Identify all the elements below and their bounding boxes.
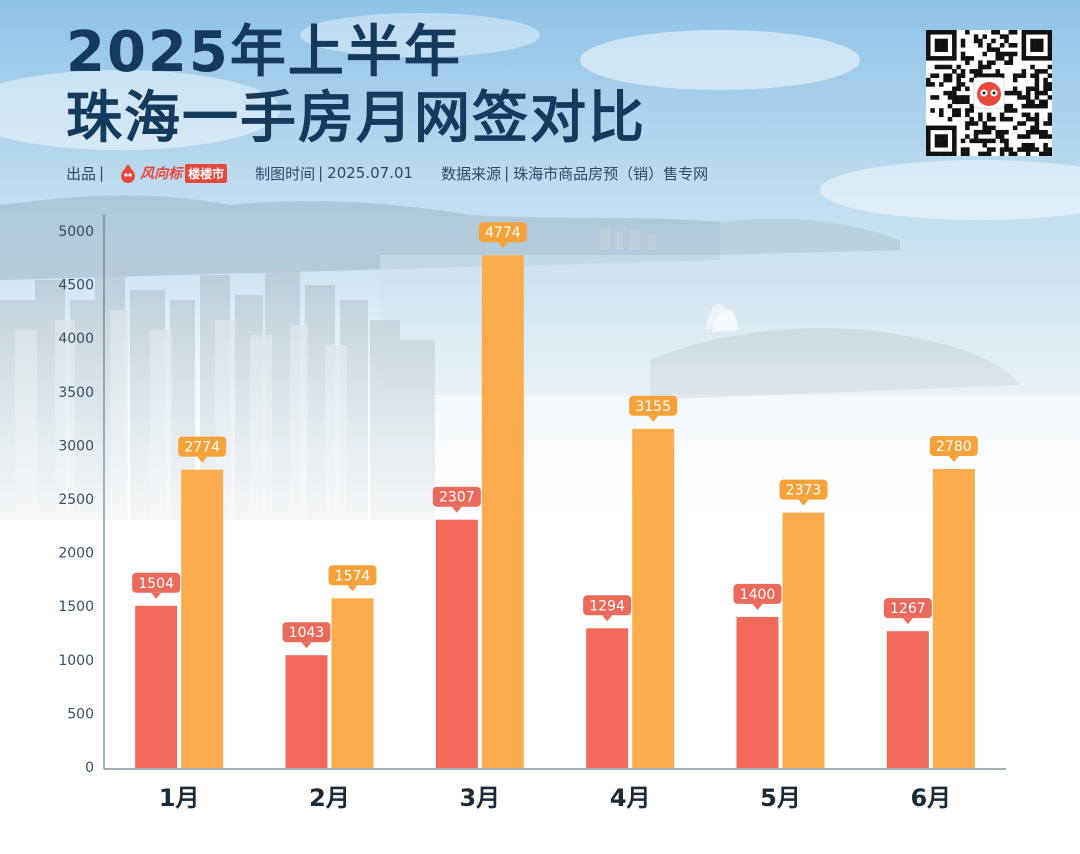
data-label-pointer xyxy=(752,603,763,610)
data-label-text: 1043 xyxy=(289,625,325,641)
data-label-pointer xyxy=(451,506,462,513)
y-tick-label: 4000 xyxy=(58,331,94,347)
data-label: 4774 xyxy=(478,222,527,249)
data-label-pointer xyxy=(497,242,508,249)
data-label-bubble xyxy=(178,436,227,457)
bar-series-2 xyxy=(782,512,825,768)
data-label-bubble xyxy=(733,583,782,604)
data-label-text: 1400 xyxy=(740,587,776,603)
data-label-bubble xyxy=(432,486,481,507)
bar-series-1 xyxy=(135,605,178,768)
data-label: 2780 xyxy=(929,435,978,462)
data-label: 2373 xyxy=(779,479,828,506)
title-main: 珠海一手房月网签对比 xyxy=(66,86,646,151)
data-label-text: 2307 xyxy=(439,490,475,506)
data-label-text: 2373 xyxy=(786,483,822,499)
data-label-text: 4774 xyxy=(485,225,521,241)
producer-label: 出品 xyxy=(66,164,97,183)
bar-series-1 xyxy=(435,519,478,768)
bar-series-2 xyxy=(181,469,224,768)
data-label: 1504 xyxy=(132,572,181,599)
data-label: 1043 xyxy=(282,622,331,649)
meta-line: 出品 | 风向标 楼楼市 制图时间 | 2025.07.01 数据来源 | 珠海… xyxy=(66,160,708,186)
bar-series-2 xyxy=(331,598,374,768)
data-label-pointer xyxy=(347,585,358,592)
x-tick-label: 6月 xyxy=(910,784,951,812)
bar-series-1 xyxy=(285,655,328,768)
data-label-text: 1574 xyxy=(335,568,371,584)
x-tick-label: 3月 xyxy=(459,784,500,812)
data-label-pointer xyxy=(151,592,162,599)
separator: | xyxy=(318,164,324,182)
x-tick-label: 4月 xyxy=(610,784,651,812)
data-label-pointer xyxy=(301,642,312,649)
separator: | xyxy=(99,164,105,182)
data-label-text: 3155 xyxy=(635,399,671,415)
data-label-bubble xyxy=(629,395,678,416)
bar-series-1 xyxy=(736,616,779,768)
data-label-bubble xyxy=(929,435,978,456)
y-tick-label: 3000 xyxy=(58,438,94,454)
data-label-text: 1294 xyxy=(589,598,625,614)
bar-series-1 xyxy=(886,631,929,768)
bar-series-2 xyxy=(632,428,675,768)
data-label: 1267 xyxy=(883,598,932,625)
y-tick-label: 1500 xyxy=(58,599,94,615)
data-label-bubble xyxy=(779,479,828,500)
y-tick-label: 4500 xyxy=(58,278,94,294)
data-label: 1400 xyxy=(733,583,782,610)
logo-tag-text: 楼楼市 xyxy=(185,163,228,183)
x-tick-label: 2月 xyxy=(309,784,350,812)
y-tick-label: 500 xyxy=(67,706,94,722)
qr-code-icon xyxy=(926,30,1052,156)
mascot-drop-icon xyxy=(121,164,136,183)
y-tick-label: 3500 xyxy=(58,385,94,401)
data-label: 1294 xyxy=(583,595,632,622)
title-year: 2025年上半年 xyxy=(66,20,462,85)
producer-logo: 风向标 楼楼市 xyxy=(118,162,228,184)
bar-series-1 xyxy=(586,628,629,768)
data-label-pointer xyxy=(902,618,913,625)
separator: | xyxy=(504,164,510,182)
bar-series-2 xyxy=(481,255,524,769)
source-label: 数据来源 xyxy=(441,164,502,183)
data-label-pointer xyxy=(602,615,613,622)
x-tick-label: 5月 xyxy=(760,784,801,812)
date-label: 制图时间 xyxy=(255,164,316,183)
y-tick-label: 2000 xyxy=(58,546,94,562)
bar-series-2 xyxy=(932,468,975,768)
y-tick-label: 1000 xyxy=(58,653,94,669)
logo-brand-text: 风向标 xyxy=(140,166,183,182)
data-label-pointer xyxy=(798,499,809,506)
data-label-pointer xyxy=(197,456,208,463)
data-label-text: 1267 xyxy=(890,601,926,617)
data-label-text: 2780 xyxy=(936,439,972,455)
data-label: 1574 xyxy=(328,565,377,592)
data-label-bubble xyxy=(478,222,527,243)
date-value: 2025.07.01 xyxy=(327,164,414,182)
data-label-pointer xyxy=(948,455,959,462)
data-label-bubble xyxy=(282,622,331,643)
y-tick-label: 5000 xyxy=(58,224,94,240)
x-tick-label: 1月 xyxy=(159,784,200,812)
data-label-bubble xyxy=(883,598,932,619)
data-label-bubble xyxy=(328,565,377,586)
y-tick-label: 0 xyxy=(85,760,94,776)
data-label-text: 2774 xyxy=(184,440,220,456)
data-label-bubble xyxy=(132,572,181,593)
data-label-text: 1504 xyxy=(138,576,174,592)
source-value: 珠海市商品房预（销）售专网 xyxy=(513,164,709,183)
data-label-pointer xyxy=(648,415,659,422)
data-label-bubble xyxy=(583,595,632,616)
data-label: 2774 xyxy=(178,436,227,463)
data-label: 3155 xyxy=(629,395,678,422)
data-label: 2307 xyxy=(432,486,481,513)
y-tick-label: 2500 xyxy=(58,492,94,508)
